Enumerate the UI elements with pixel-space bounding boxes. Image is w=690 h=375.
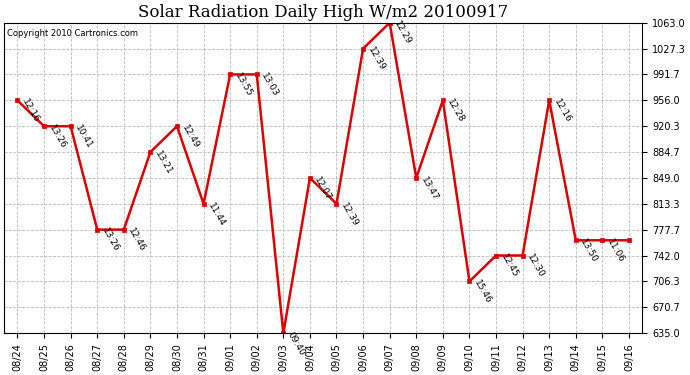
Text: 12:46: 12:46 <box>126 227 147 254</box>
Text: 12:45: 12:45 <box>499 253 520 279</box>
Text: 13:47: 13:47 <box>419 175 440 202</box>
Text: 11:44: 11:44 <box>206 201 227 228</box>
Text: 13:50: 13:50 <box>578 237 600 264</box>
Text: 13:21: 13:21 <box>153 149 174 176</box>
Text: 13:55: 13:55 <box>233 72 254 99</box>
Text: 12:49: 12:49 <box>180 123 200 150</box>
Text: 10:41: 10:41 <box>73 123 94 150</box>
Text: 12:16: 12:16 <box>20 98 41 124</box>
Text: 12:29: 12:29 <box>393 20 413 46</box>
Text: 13:03: 13:03 <box>259 72 280 99</box>
Text: 12:07: 12:07 <box>313 175 333 202</box>
Text: 12:39: 12:39 <box>339 201 360 228</box>
Text: 15:46: 15:46 <box>472 279 493 305</box>
Text: 12:16: 12:16 <box>552 98 573 124</box>
Text: 13:26: 13:26 <box>100 227 121 254</box>
Text: 12:39: 12:39 <box>366 46 386 73</box>
Text: 12:28: 12:28 <box>446 98 466 124</box>
Text: 09:40: 09:40 <box>286 330 307 357</box>
Text: 12:30: 12:30 <box>525 253 546 279</box>
Text: 11:06: 11:06 <box>605 237 626 264</box>
Title: Solar Radiation Daily High W/m2 20100917: Solar Radiation Daily High W/m2 20100917 <box>138 4 509 21</box>
Text: Copyright 2010 Cartronics.com: Copyright 2010 Cartronics.com <box>8 29 139 38</box>
Text: 13:26: 13:26 <box>47 123 68 150</box>
